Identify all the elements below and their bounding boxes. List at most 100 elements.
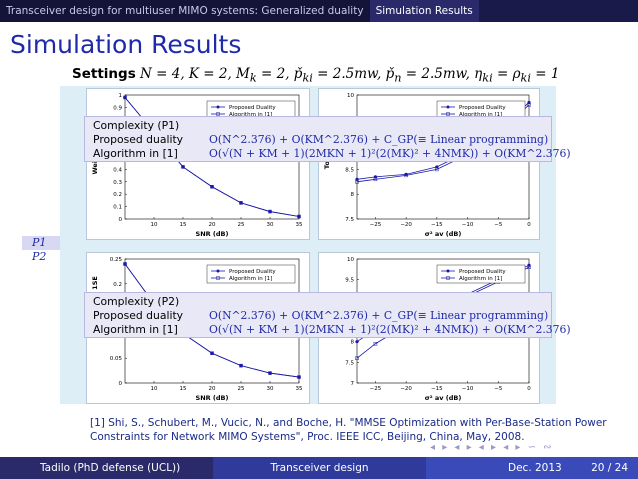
legend-box xyxy=(206,264,296,284)
x-tick-label: −25 xyxy=(370,222,382,228)
legend-entry: Proposed Duality xyxy=(459,269,506,275)
data-point xyxy=(297,214,301,219)
data-point xyxy=(527,263,531,267)
y-tick-label: 0.9 xyxy=(113,105,122,111)
top-navigation-bar: Transceiver design for multiuser MIMO sy… xyxy=(0,0,638,22)
x-tick-label: 30 xyxy=(267,386,274,392)
proposed-duality-formula: O(N^2.376) + O(KM^2.376) + C_GP(≡ Linear… xyxy=(209,309,549,322)
legend-entry: Algorithm in [1] xyxy=(459,112,502,118)
complexity-box-p2: Complexity (P2) Proposed duality O(N^2.3… xyxy=(84,292,571,338)
x-axis-label: SNR (dB) xyxy=(196,394,229,402)
legend-marker xyxy=(216,112,220,116)
y-tick-label: 0.4 xyxy=(113,167,122,173)
footer-topic: Transceiver design xyxy=(213,457,426,479)
y-tick-label: 7.5 xyxy=(345,217,354,223)
data-point xyxy=(239,201,243,205)
data-point xyxy=(123,95,127,100)
y-tick-label: 1 xyxy=(119,93,123,99)
problem-label-p1: P1 xyxy=(22,236,60,250)
y-tick-label: 8 xyxy=(351,340,355,346)
proposed-duality-label: Proposed duality xyxy=(93,309,184,322)
algorithm-formula: O(√(N + KM + 1)(2MKN + 1)²(2(MK)² + 4NMK… xyxy=(209,147,571,160)
data-point xyxy=(355,180,359,184)
x-tick-label: 0 xyxy=(527,386,531,392)
y-tick-label: 0.2 xyxy=(113,192,122,198)
x-tick-label: −20 xyxy=(400,222,412,228)
x-tick-label: −5 xyxy=(494,222,503,228)
data-point xyxy=(527,103,531,107)
data-point xyxy=(123,262,127,266)
y-tick-label: 0.25 xyxy=(110,257,123,263)
legend-box xyxy=(436,264,526,284)
legend-entry: Algorithm in [1] xyxy=(459,276,502,282)
x-tick-label: 20 xyxy=(209,222,216,228)
footer-bar: Tadilo (PhD defense (UCL)) Transceiver d… xyxy=(0,457,638,479)
x-axis-label: σ² av (dB) xyxy=(425,394,462,402)
proposed-duality-formula: O(N^2.376) + O(KM^2.376) + C_GP(≡ Linear… xyxy=(209,133,549,146)
legend-marker xyxy=(446,269,450,273)
algorithm-label: Algorithm in [1] xyxy=(93,147,178,160)
data-point xyxy=(239,363,243,368)
complexity-box-p1: Complexity (P1) Proposed duality O(N^2.3… xyxy=(84,116,571,162)
legend-entry: Proposed Duality xyxy=(229,105,276,111)
y-tick-label: 0.1 xyxy=(113,205,122,211)
y-tick-label: 0.05 xyxy=(110,356,123,362)
legend-entry: Proposed Duality xyxy=(459,105,506,111)
y-tick-label: 7 xyxy=(351,381,355,387)
legend-entry: Algorithm in [1] xyxy=(229,276,272,282)
legend-entry: Proposed Duality xyxy=(229,269,276,275)
y-tick-label: 10 xyxy=(347,93,354,99)
x-tick-label: −20 xyxy=(400,386,412,392)
x-tick-label: 20 xyxy=(209,386,216,392)
section-link-simulation-results[interactable]: Simulation Results xyxy=(369,0,479,22)
y-axis-label-2: 1SE xyxy=(91,276,99,290)
data-point xyxy=(373,341,378,346)
algorithm-label: Algorithm in [1] xyxy=(93,323,178,336)
y-tick-label: 0.2 xyxy=(113,282,122,288)
proposed-duality-label: Proposed duality xyxy=(93,133,184,146)
x-tick-label: −15 xyxy=(431,386,443,392)
settings-label: Settings xyxy=(72,66,136,82)
legend-marker xyxy=(216,276,220,280)
complexity-header: Complexity (P2) xyxy=(93,295,180,308)
settings-params: N = 4, K = 2, Mk = 2, p̌ki = 2.5mw, p̌n … xyxy=(140,66,560,85)
footer-date-page: Dec. 2013 20 / 24 xyxy=(426,457,638,479)
settings-line: Settings N = 4, K = 2, Mk = 2, p̌ki = 2.… xyxy=(72,66,559,85)
data-point xyxy=(404,173,408,178)
data-point xyxy=(210,351,214,355)
complexity-header: Complexity (P1) xyxy=(93,119,180,132)
data-point xyxy=(527,265,531,270)
legend-marker xyxy=(446,276,450,280)
y-tick-label: 8 xyxy=(351,192,355,198)
x-tick-label: 30 xyxy=(267,222,274,228)
x-axis-label: SNR (dB) xyxy=(196,230,229,238)
y-tick-label: 0 xyxy=(119,381,123,387)
beamer-navigation-icons[interactable]: ◂ ▸ ◂ ▸ ◂ ▸ ◂ ▸ ∽ ∾ xyxy=(430,442,554,453)
data-point xyxy=(268,371,272,375)
x-tick-label: 10 xyxy=(151,222,158,228)
section-link-generalized-duality[interactable]: Transceiver design for multiuser MIMO sy… xyxy=(0,0,370,22)
x-tick-label: 25 xyxy=(238,386,245,392)
x-tick-label: −25 xyxy=(370,386,382,392)
x-tick-label: 35 xyxy=(296,222,303,228)
data-point xyxy=(435,167,439,172)
x-tick-label: −10 xyxy=(462,222,474,228)
legend-entry: Algorithm in [1] xyxy=(229,112,272,118)
y-tick-label: 10 xyxy=(347,257,354,263)
x-tick-label: −10 xyxy=(462,386,474,392)
x-axis-label: σ² av (dB) xyxy=(425,230,462,238)
x-tick-label: 0 xyxy=(527,222,531,228)
footer-date: Dec. 2013 xyxy=(508,462,562,474)
y-tick-label: 7.5 xyxy=(345,360,354,366)
x-tick-label: 25 xyxy=(238,222,245,228)
reference-citation: [1] Shi, S., Schubert, M., Vucic, N., an… xyxy=(90,417,607,443)
y-tick-label: 8.5 xyxy=(345,167,354,173)
legend-marker xyxy=(446,105,450,109)
x-tick-label: −5 xyxy=(494,386,503,392)
data-point xyxy=(297,375,301,379)
data-point xyxy=(373,177,378,182)
x-tick-label: −15 xyxy=(431,222,443,228)
